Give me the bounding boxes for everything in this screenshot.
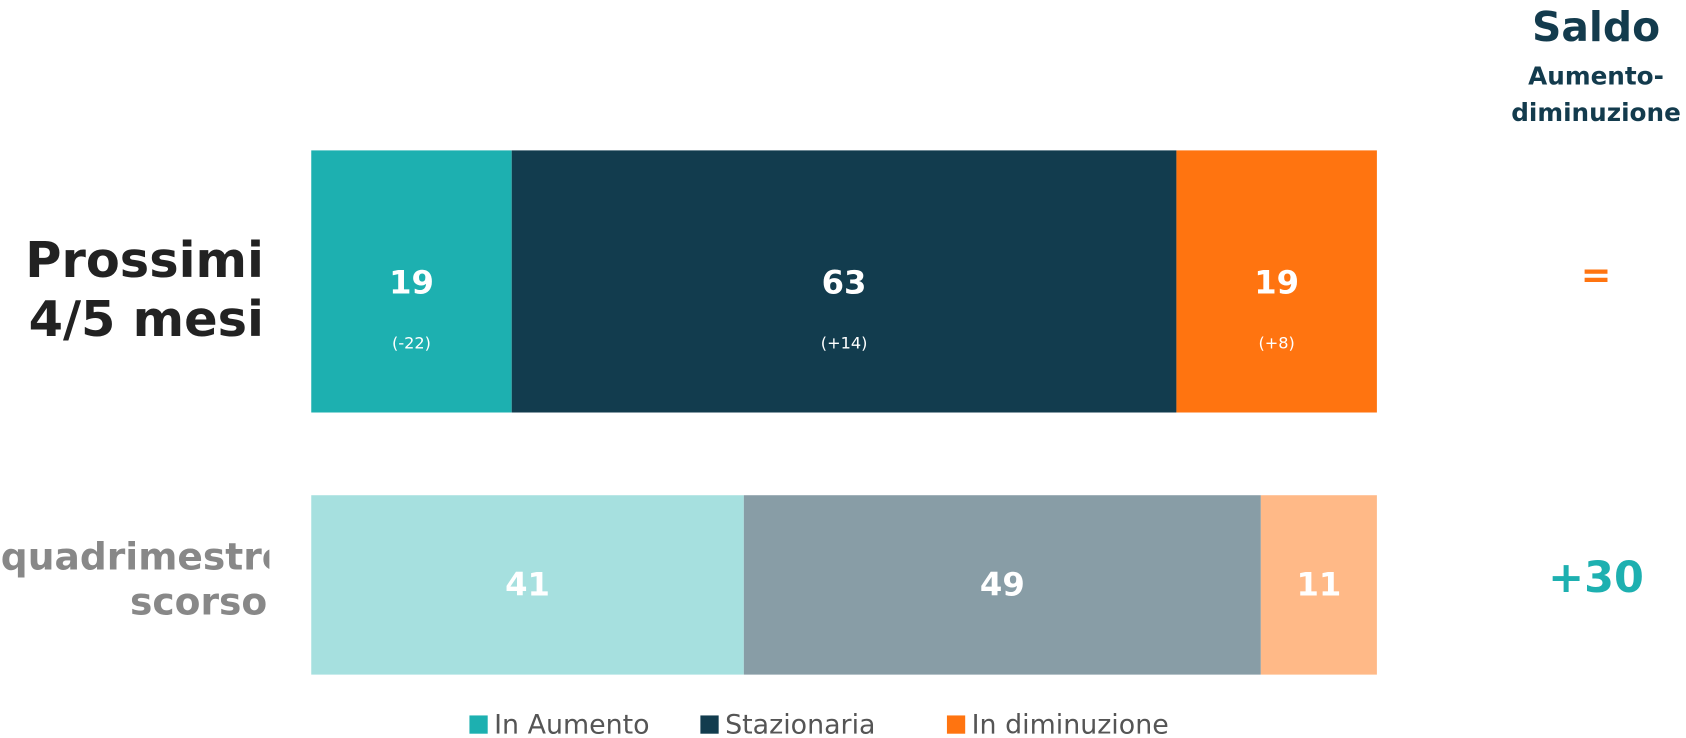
value-label: 63 (822, 264, 867, 302)
bar-segment (1260, 495, 1377, 675)
change-label: (+14) (821, 333, 868, 352)
legend-label: In diminuzione (972, 710, 1169, 738)
change-label: (+8) (1258, 333, 1294, 352)
legend-label: Stazionaria (725, 710, 875, 738)
balance-label: = (1581, 254, 1612, 297)
legend-label: In Aumento (494, 710, 649, 738)
balance-title: Saldo (1532, 3, 1660, 51)
category-label-box: quadrimestre scorso (0, 536, 270, 625)
category-label: quadrimestre scorso (0, 536, 270, 625)
balance-subtitle: diminuzione (1511, 98, 1681, 127)
category-label: Prossimi 4/5 mesi (25, 230, 264, 349)
value-label: 19 (1254, 264, 1299, 302)
category-label-box: Prossimi 4/5 mesi (25, 230, 264, 349)
bar-segment (1176, 150, 1377, 413)
value-label: 49 (980, 566, 1025, 604)
legend-swatch (700, 715, 719, 734)
value-label: 11 (1296, 566, 1341, 604)
bar-segment (743, 495, 1261, 675)
value-label: 19 (389, 264, 434, 302)
value-label: 41 (505, 566, 550, 604)
legend-swatch (469, 715, 488, 734)
balance-label: +30 (1548, 553, 1644, 603)
bar-segment (311, 150, 512, 413)
balance-subtitle: Aumento- (1528, 61, 1664, 90)
bar-segment (311, 495, 744, 675)
legend-swatch (946, 715, 966, 734)
change-label: (-22) (392, 333, 431, 352)
bar-segment (511, 150, 1177, 413)
